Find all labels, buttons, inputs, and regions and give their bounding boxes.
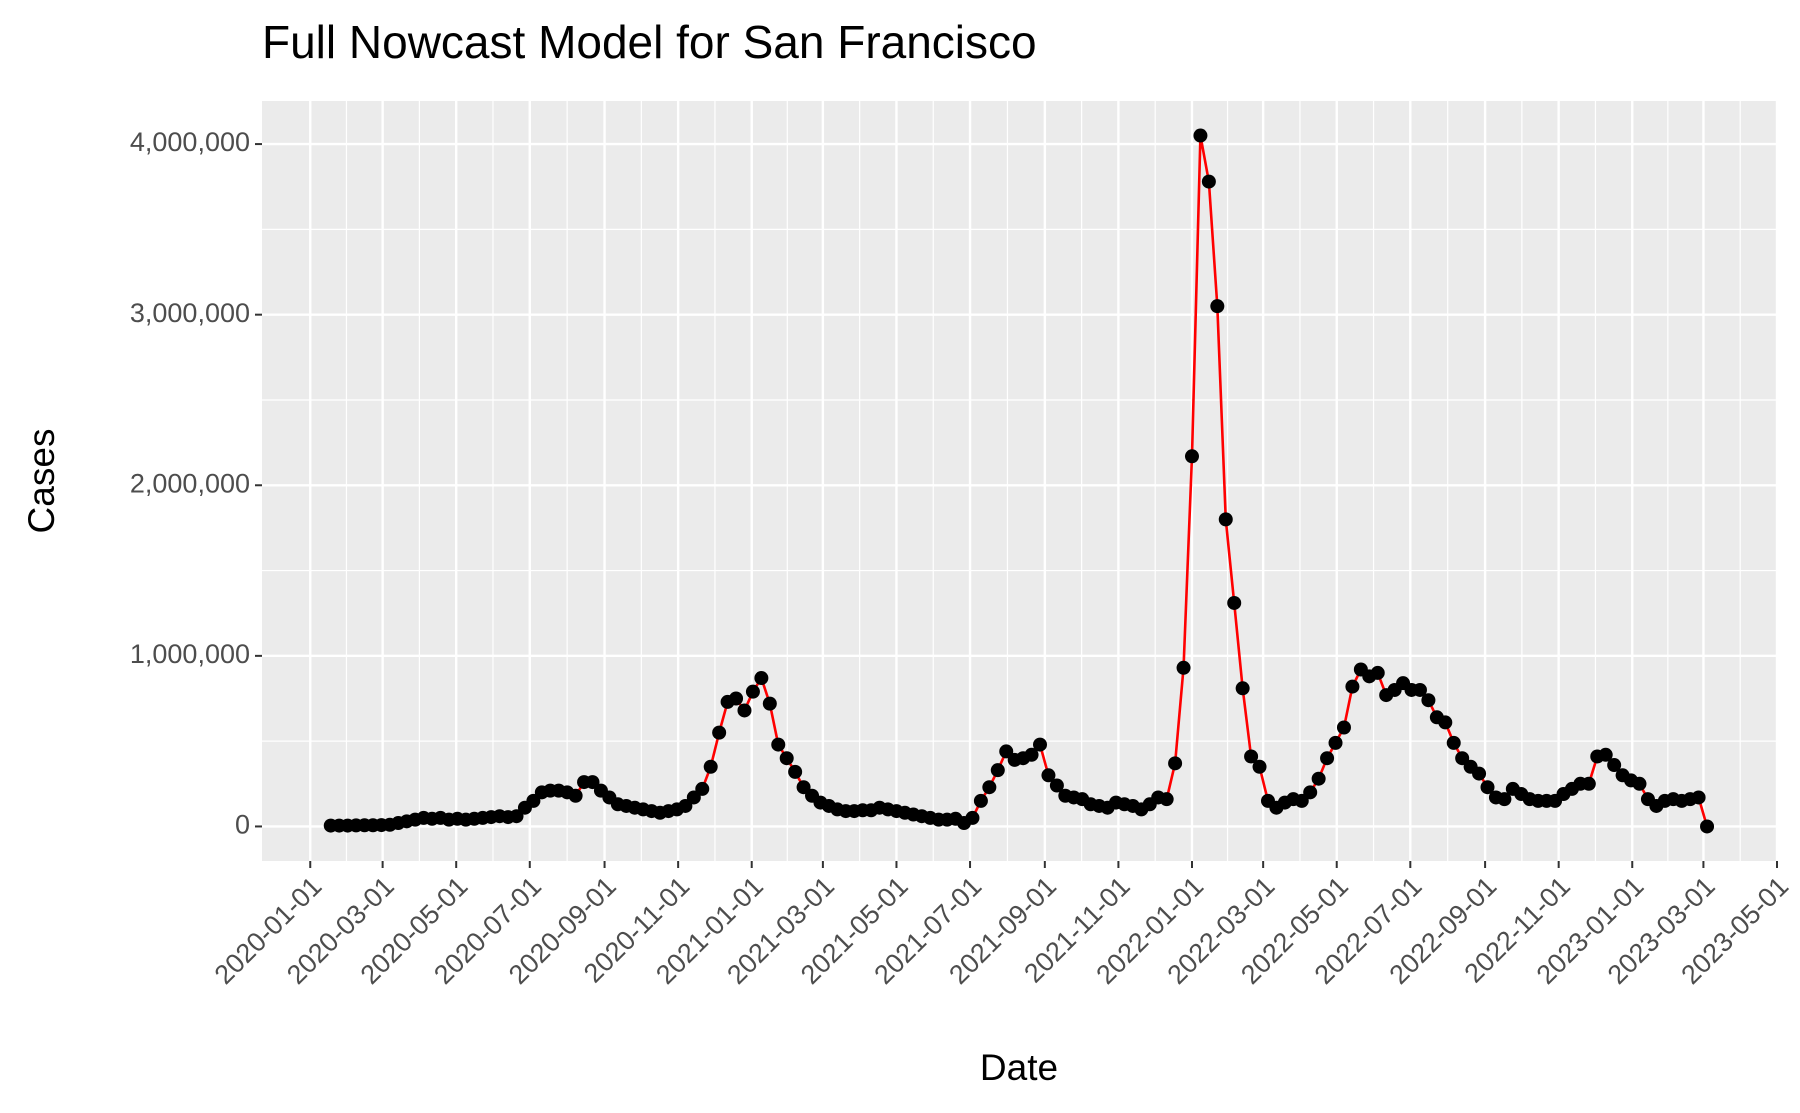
point [973, 793, 988, 808]
y-tick-label: 2,000,000 [130, 468, 250, 498]
point [1252, 759, 1267, 774]
point [1235, 681, 1250, 696]
point [1244, 749, 1259, 764]
point [779, 751, 794, 766]
y-axis-title: Cases [21, 429, 62, 534]
plot-panel [262, 101, 1777, 861]
chart-title: Full Nowcast Model for San Francisco [262, 16, 1037, 68]
point [1412, 682, 1427, 697]
point [686, 790, 701, 805]
point [703, 759, 718, 774]
point [1184, 449, 1199, 464]
y-tick-label: 1,000,000 [130, 639, 250, 669]
point [729, 691, 744, 706]
point [965, 810, 980, 825]
point [1607, 758, 1622, 773]
x-axis-title: Date [980, 1047, 1058, 1088]
point [1480, 780, 1495, 795]
point [1176, 660, 1191, 675]
point [509, 809, 524, 824]
point [1303, 785, 1318, 800]
point [1320, 751, 1335, 766]
point [1700, 819, 1715, 834]
y-tick-label: 0 [235, 810, 250, 840]
point [1294, 793, 1309, 808]
point [737, 703, 752, 718]
point [1328, 735, 1343, 750]
point [1581, 776, 1596, 791]
point [1227, 595, 1242, 610]
point [1041, 768, 1056, 783]
point [568, 788, 583, 803]
point [1210, 299, 1225, 314]
point [1024, 747, 1039, 762]
point [585, 775, 600, 790]
point [1049, 778, 1064, 793]
point [1438, 715, 1453, 730]
point [526, 793, 541, 808]
y-tick-label: 3,000,000 [130, 298, 250, 328]
point [1336, 720, 1351, 735]
point [1193, 128, 1208, 143]
point [1033, 737, 1048, 752]
point [1632, 776, 1647, 791]
point [712, 725, 727, 740]
point [1345, 679, 1360, 694]
point [762, 696, 777, 711]
point [1311, 771, 1326, 786]
point [1455, 751, 1470, 766]
point [982, 780, 997, 795]
point [695, 781, 710, 796]
point [1472, 766, 1487, 781]
point [1421, 693, 1436, 708]
point [1691, 790, 1706, 805]
point [1370, 665, 1385, 680]
point [754, 671, 769, 686]
point [678, 798, 693, 813]
y-tick-label: 4,000,000 [130, 127, 250, 157]
point [1446, 735, 1461, 750]
point [771, 737, 786, 752]
point [745, 684, 760, 699]
point [1218, 512, 1233, 527]
point [788, 764, 803, 779]
point [990, 763, 1005, 778]
point [1201, 174, 1216, 189]
point [999, 744, 1014, 759]
point [1168, 756, 1183, 771]
point [1497, 792, 1512, 807]
point [1598, 747, 1613, 762]
point [1159, 792, 1174, 807]
point [796, 780, 811, 795]
